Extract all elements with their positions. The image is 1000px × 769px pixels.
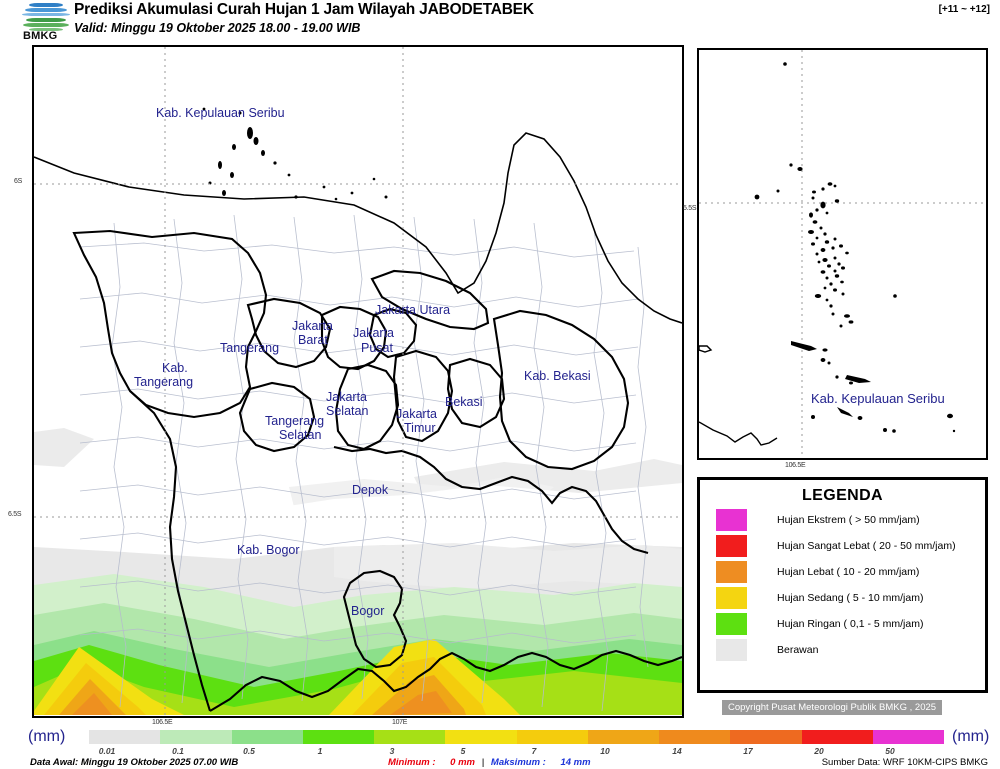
legend-label: Berawan bbox=[777, 644, 819, 656]
legend-item-hujan-sangat-lebat: Hujan Sangat Lebat ( 20 - 50 mm/jam) bbox=[716, 535, 985, 557]
colorbar-tick: 7 bbox=[531, 746, 537, 756]
colorbar-segment bbox=[302, 730, 374, 744]
min-max-summary: Minimum : 0 mm | Maksimum : 14 mm bbox=[388, 757, 591, 768]
main-forecast-map[interactable]: Kab. Kepulauan Seribu Tangerang Jakarta … bbox=[32, 45, 684, 718]
city-label: Pusat bbox=[361, 341, 393, 355]
city-label: Kab. Bekasi bbox=[524, 369, 591, 383]
city-label: Selatan bbox=[326, 404, 369, 418]
colorbar-unit-left: (mm) bbox=[28, 728, 66, 745]
colorbar-gradient bbox=[89, 730, 944, 744]
city-label: Jakarta bbox=[326, 390, 367, 404]
city-label: Selatan bbox=[279, 428, 322, 442]
city-label: Jakarta bbox=[292, 319, 333, 333]
colorbar-segment bbox=[89, 730, 161, 744]
data-source-text: Sumber Data: WRF 10KM-CIPS BMKG bbox=[821, 757, 988, 768]
city-label: Timur bbox=[404, 421, 436, 435]
city-label: Kab. Kepulauan Seribu bbox=[156, 106, 285, 120]
page-title: Prediksi Akumulasi Curah Hujan 1 Jam Wil… bbox=[74, 1, 534, 18]
copyright-banner: Copyright Pusat Meteorologi Publik BMKG … bbox=[722, 700, 943, 715]
lead-time-badge: [+11 ~ +12] bbox=[938, 4, 990, 15]
legend-item-hujan-ringan: Hujan Ringan ( 0,1 - 5 mm/jam) bbox=[716, 613, 985, 635]
inset-map-kepulauan-seribu[interactable]: Kab. Kepulauan Seribu bbox=[697, 48, 988, 460]
legend-label: Hujan Sedang ( 5 - 10 mm/jam) bbox=[777, 592, 924, 604]
colorbar-segment bbox=[730, 730, 802, 744]
bmkg-wordmark: BMKG bbox=[23, 30, 58, 42]
colorbar-tick: 0.5 bbox=[243, 746, 255, 756]
legend-label: Hujan Lebat ( 10 - 20 mm/jam) bbox=[777, 566, 920, 578]
city-label: Barat bbox=[298, 333, 328, 347]
legend-swatch bbox=[716, 587, 747, 609]
minimum-value: 0 mm bbox=[450, 757, 475, 768]
colorbar-segment bbox=[587, 730, 659, 744]
legend-swatch bbox=[716, 509, 747, 531]
map-x-tick: 107E bbox=[392, 719, 408, 726]
city-label: Jakarta bbox=[396, 407, 437, 421]
colorbar-tick: 20 bbox=[814, 746, 824, 756]
colorbar-segment bbox=[659, 730, 731, 744]
colorbar-tick: 5 bbox=[460, 746, 466, 756]
city-label: Tangerang bbox=[265, 414, 325, 428]
inset-region-label: Kab. Kepulauan Seribu bbox=[811, 391, 945, 406]
maksimum-label: Maksimum : bbox=[490, 757, 546, 768]
legend-label: Hujan Ekstrem ( > 50 mm/jam) bbox=[777, 514, 920, 526]
minimum-label: Minimum : bbox=[388, 757, 436, 768]
map-x-tick: 106.5E bbox=[152, 719, 173, 726]
legend-item-hujan-sedang: Hujan Sedang ( 5 - 10 mm/jam) bbox=[716, 587, 985, 609]
colorbar-segment bbox=[801, 730, 873, 744]
colorbar-tick: 3 bbox=[389, 746, 395, 756]
city-label: Bogor bbox=[351, 604, 385, 618]
legend-swatch bbox=[716, 535, 747, 557]
city-label: Tangerang bbox=[134, 375, 194, 389]
city-label: Jakarta bbox=[353, 326, 394, 340]
city-label: Kab. Bogor bbox=[237, 543, 300, 557]
city-label: Jakarta Utara bbox=[375, 303, 451, 317]
map-y-tick: 6.5S bbox=[8, 511, 22, 518]
colorbar-segment bbox=[516, 730, 588, 744]
colorbar-tick: 50 bbox=[885, 746, 895, 756]
map-canvas bbox=[34, 47, 682, 716]
colorbar-tick: 0.1 bbox=[172, 746, 184, 756]
legend-item-hujan-ekstrem: Hujan Ekstrem ( > 50 mm/jam) bbox=[716, 509, 985, 531]
colorbar-segment bbox=[374, 730, 446, 744]
colorbar-tick: 17 bbox=[743, 746, 753, 756]
colorbar-tick: 0.01 bbox=[98, 746, 116, 756]
colorbar-section: (mm) (mm) 0.01 0.1 0.5 1 3 5 7 10 14 17 … bbox=[0, 726, 1000, 769]
page-header: BMKG Prediksi Akumulasi Curah Hujan 1 Ja… bbox=[0, 0, 1000, 44]
colorbar-segment bbox=[231, 730, 303, 744]
inset-y-tick: 5.5S bbox=[683, 205, 697, 212]
legend-swatch bbox=[716, 561, 747, 583]
map-y-tick: 6S bbox=[14, 178, 22, 185]
legend-item-berawan: Berawan bbox=[716, 639, 985, 661]
colorbar-tick: 10 bbox=[600, 746, 610, 756]
legend-title: LEGENDA bbox=[801, 487, 884, 504]
colorbar-segment bbox=[872, 730, 944, 744]
legend-item-hujan-lebat: Hujan Lebat ( 10 - 20 mm/jam) bbox=[716, 561, 985, 583]
city-label: Tangerang bbox=[220, 341, 280, 355]
legend-swatch bbox=[716, 613, 747, 635]
bmkg-logo: BMKG bbox=[20, 1, 72, 43]
colorbar-tick: 1 bbox=[317, 746, 323, 756]
minmax-separator: | bbox=[481, 757, 485, 768]
legend-panel: LEGENDA Hujan Ekstrem ( > 50 mm/jam) Huj… bbox=[697, 477, 988, 693]
data-awal-text: Data Awal: Minggu 19 Oktober 2025 07.00 … bbox=[30, 757, 239, 768]
legend-swatch bbox=[716, 639, 747, 661]
colorbar-tick: 14 bbox=[672, 746, 682, 756]
city-label: Kab. bbox=[162, 361, 188, 375]
colorbar-segment bbox=[445, 730, 517, 744]
legend-label: Hujan Ringan ( 0,1 - 5 mm/jam) bbox=[777, 618, 924, 630]
legend-label: Hujan Sangat Lebat ( 20 - 50 mm/jam) bbox=[777, 540, 956, 552]
inset-map-canvas bbox=[699, 50, 986, 458]
colorbar-segment bbox=[160, 730, 232, 744]
validity-subtitle: Valid: Minggu 19 Oktober 2025 18.00 - 19… bbox=[74, 21, 361, 35]
city-label: Depok bbox=[352, 483, 389, 497]
inset-x-tick: 106.5E bbox=[785, 462, 806, 469]
colorbar-unit-right: (mm) bbox=[952, 728, 990, 745]
city-label: Bekasi bbox=[445, 395, 483, 409]
maksimum-value: 14 mm bbox=[560, 757, 591, 768]
